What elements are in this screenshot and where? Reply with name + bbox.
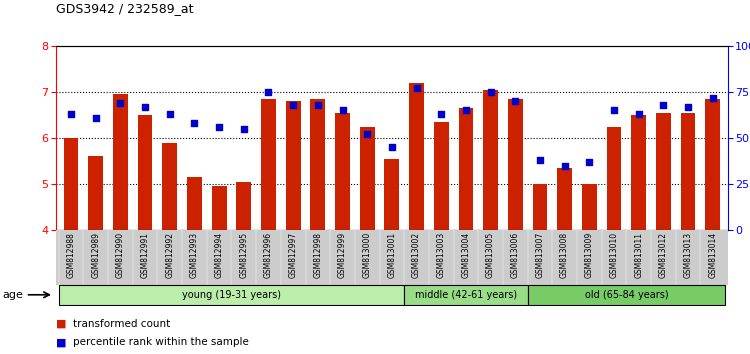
Point: [362, 132, 374, 137]
Text: GSM812992: GSM812992: [165, 232, 174, 278]
Text: ■: ■: [56, 337, 67, 347]
Text: GSM813013: GSM813013: [683, 232, 692, 278]
Text: GSM812999: GSM812999: [338, 232, 347, 278]
Point: [337, 108, 349, 113]
Point: [608, 108, 620, 113]
Point: [657, 102, 669, 108]
Point: [534, 157, 546, 163]
Point: [312, 102, 324, 108]
Bar: [236, 182, 251, 230]
Text: GSM812998: GSM812998: [314, 232, 322, 278]
Bar: [532, 184, 548, 230]
Point: [238, 126, 250, 132]
Text: GSM812990: GSM812990: [116, 232, 125, 278]
Bar: [632, 115, 646, 230]
Point: [706, 95, 718, 101]
Text: middle (42-61 years): middle (42-61 years): [415, 290, 517, 300]
Text: GSM813004: GSM813004: [461, 232, 470, 278]
Bar: [385, 159, 399, 230]
Bar: [88, 156, 104, 230]
Bar: [410, 83, 424, 230]
Text: transformed count: transformed count: [73, 319, 170, 329]
Point: [633, 111, 645, 117]
Text: young (19-31 years): young (19-31 years): [182, 290, 281, 300]
Text: GSM813010: GSM813010: [610, 232, 619, 278]
Bar: [607, 127, 622, 230]
Point: [139, 104, 151, 110]
Point: [460, 108, 472, 113]
Bar: [483, 90, 498, 230]
Point: [65, 111, 77, 117]
Bar: [113, 94, 128, 230]
Text: GSM813014: GSM813014: [708, 232, 717, 278]
Text: GSM812991: GSM812991: [140, 232, 149, 278]
Bar: [705, 99, 720, 230]
Text: GSM812997: GSM812997: [289, 232, 298, 278]
Bar: [310, 99, 326, 230]
Bar: [211, 186, 226, 230]
Bar: [162, 143, 177, 230]
Text: GSM812995: GSM812995: [239, 232, 248, 278]
Point: [90, 115, 102, 121]
Point: [213, 124, 225, 130]
Text: GSM813011: GSM813011: [634, 232, 644, 278]
Bar: [360, 127, 374, 230]
Text: ■: ■: [56, 319, 67, 329]
Bar: [138, 115, 152, 230]
Text: GSM813007: GSM813007: [536, 232, 544, 278]
Text: GSM813008: GSM813008: [560, 232, 569, 278]
Bar: [458, 108, 473, 230]
FancyBboxPatch shape: [404, 285, 527, 305]
Bar: [261, 99, 276, 230]
Text: GSM813002: GSM813002: [412, 232, 421, 278]
Point: [559, 163, 571, 169]
Text: GSM812994: GSM812994: [214, 232, 223, 278]
Point: [287, 102, 299, 108]
Text: GSM812996: GSM812996: [264, 232, 273, 278]
Point: [262, 89, 274, 95]
Text: old (65-84 years): old (65-84 years): [584, 290, 668, 300]
Text: GSM813000: GSM813000: [363, 232, 372, 278]
Point: [188, 120, 200, 126]
Bar: [680, 113, 695, 230]
Bar: [582, 184, 597, 230]
Text: GSM813006: GSM813006: [511, 232, 520, 278]
Text: GDS3942 / 232589_at: GDS3942 / 232589_at: [56, 2, 194, 15]
Text: GSM812988: GSM812988: [67, 232, 76, 278]
Text: GSM813001: GSM813001: [387, 232, 396, 278]
Bar: [656, 113, 670, 230]
Point: [164, 111, 176, 117]
Point: [484, 89, 496, 95]
Text: GSM813003: GSM813003: [436, 232, 445, 278]
Point: [386, 144, 398, 150]
Bar: [286, 101, 301, 230]
Point: [584, 159, 596, 165]
FancyBboxPatch shape: [58, 285, 404, 305]
Point: [435, 111, 447, 117]
Bar: [64, 138, 79, 230]
FancyBboxPatch shape: [527, 285, 725, 305]
Text: GSM812993: GSM812993: [190, 232, 199, 278]
Point: [682, 104, 694, 110]
Bar: [335, 113, 350, 230]
Text: GSM812989: GSM812989: [92, 232, 100, 278]
Bar: [557, 168, 572, 230]
Point: [509, 98, 521, 104]
Point: [115, 100, 127, 106]
Text: GSM813012: GSM813012: [658, 232, 668, 278]
Text: GSM813005: GSM813005: [486, 232, 495, 278]
Bar: [433, 122, 448, 230]
Point: [410, 86, 422, 91]
Text: GSM813009: GSM813009: [585, 232, 594, 278]
Text: percentile rank within the sample: percentile rank within the sample: [73, 337, 248, 347]
Bar: [508, 99, 523, 230]
Bar: [187, 177, 202, 230]
Text: age: age: [2, 290, 23, 300]
